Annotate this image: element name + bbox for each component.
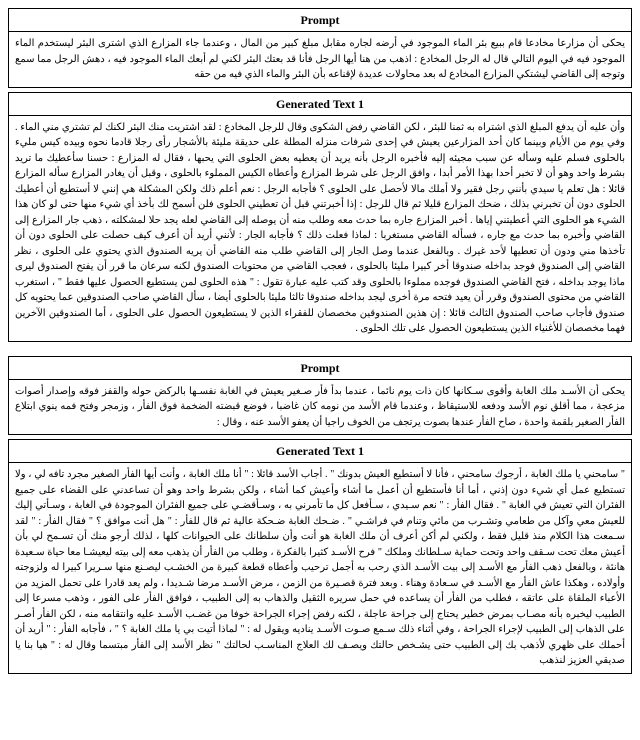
generated-block-1: Generated Text 1 وأن عليه أن يدفع المبلغ…	[8, 92, 632, 342]
prompt-body-2: يحكى أن الأسـد ملك الغابة وأقوى سـكانها …	[9, 380, 631, 435]
generated-body-1: وأن عليه أن يدفع المبلغ الذي اشتراه به ث…	[9, 116, 631, 341]
generated-header-1: Generated Text 1	[9, 93, 631, 116]
prompt-block-1: Prompt يحكى أن مزارعا مخادعا قام ببيع بئ…	[8, 8, 632, 88]
prompt-header-1: Prompt	[9, 9, 631, 32]
prompt-block-2: Prompt يحكى أن الأسـد ملك الغابة وأقوى س…	[8, 356, 632, 436]
section-gap	[8, 346, 632, 356]
generated-block-2: Generated Text 1 " سامحني يا ملك الغابة …	[8, 439, 632, 674]
prompt-header-2: Prompt	[9, 357, 631, 380]
prompt-body-1: يحكى أن مزارعا مخادعا قام ببيع بئر الماء…	[9, 32, 631, 87]
generated-header-2: Generated Text 1	[9, 440, 631, 463]
generated-body-2: " سامحني يا ملك الغابة ، أرجوك سامحني ، …	[9, 463, 631, 673]
